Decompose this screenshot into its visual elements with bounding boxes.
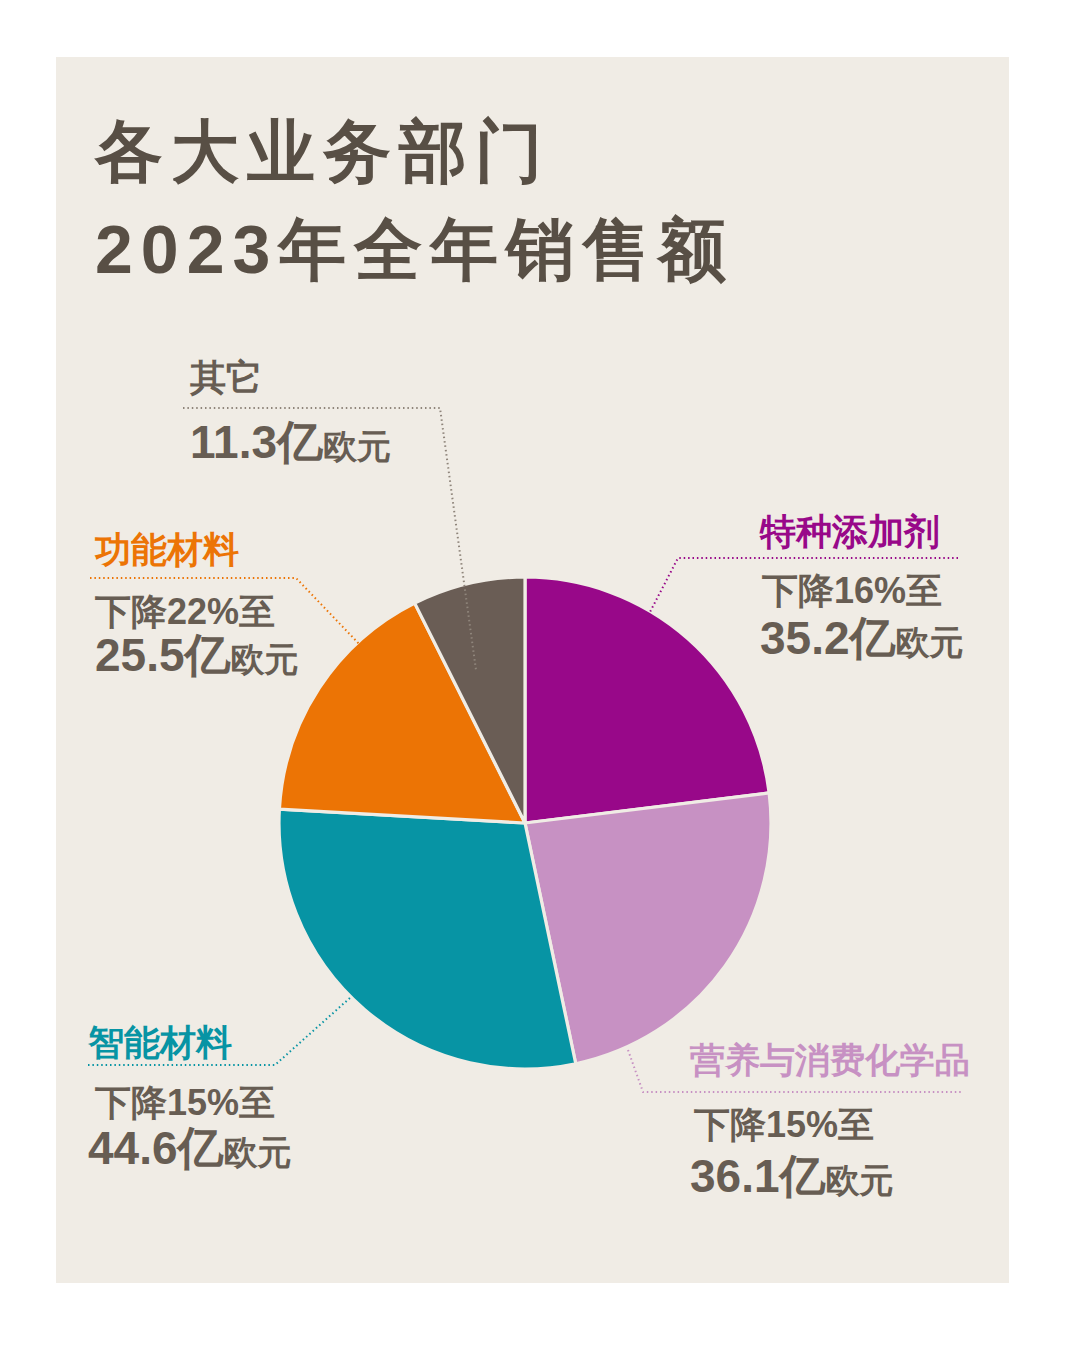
label-nutrition-name: 营养与消费化学品 [690, 1042, 970, 1077]
label-smart-amount: 44.6亿欧元 [88, 1125, 292, 1171]
label-nutrition-change: 下降15%至 [694, 1107, 874, 1143]
label-functional-amount: 25.5亿欧元 [95, 632, 299, 678]
label-specialty-change: 下降16%至 [762, 573, 942, 609]
label-specialty-amount: 35.2亿欧元 [760, 615, 964, 661]
infographic-canvas: 各大业务部门 2023年全年销售额 其它 11.3亿欧元 功能材料 下降22%至… [56, 57, 1009, 1283]
label-other-amount: 11.3亿欧元 [190, 419, 391, 465]
label-functional-change: 下降22%至 [95, 594, 275, 630]
label-functional-name: 功能材料 [95, 532, 239, 568]
label-smart-name: 智能材料 [88, 1025, 232, 1061]
label-nutrition-amount: 36.1亿欧元 [690, 1153, 894, 1199]
label-other-name: 其它 [190, 360, 262, 396]
label-specialty-name: 特种添加剂 [760, 514, 940, 550]
label-smart-change: 下降15%至 [95, 1085, 275, 1121]
